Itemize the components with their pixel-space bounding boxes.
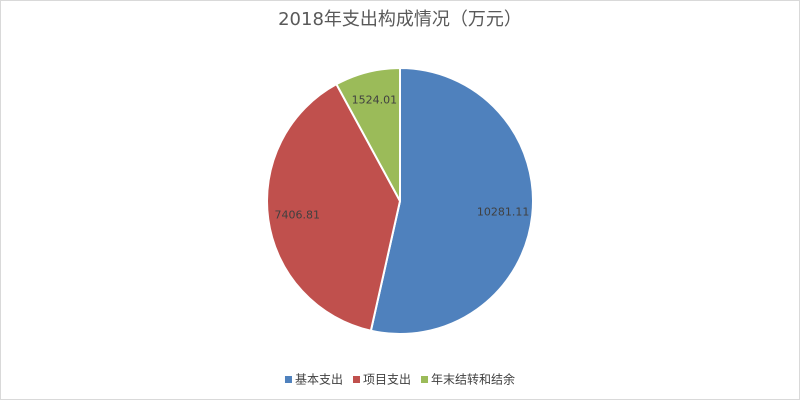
legend-swatch [352, 376, 360, 383]
legend-label: 年末结转和结余 [431, 372, 515, 387]
legend-label: 基本支出 [295, 373, 343, 387]
data-label: 10281.11 [477, 205, 530, 218]
pie-slice [335, 66, 401, 202]
pie-slice [266, 82, 402, 332]
chart-title: 2018年支出构成情况（万元） [278, 9, 522, 30]
legend: 基本支出 项目支出 年末结转和结余 [284, 372, 515, 387]
legend-swatch [284, 376, 292, 383]
data-label: 7406.81 [275, 208, 321, 221]
pie-slice [369, 66, 534, 335]
legend-label: 项目支出 [363, 373, 411, 387]
data-label: 1524.01 [352, 93, 398, 106]
legend-swatch [421, 376, 429, 383]
